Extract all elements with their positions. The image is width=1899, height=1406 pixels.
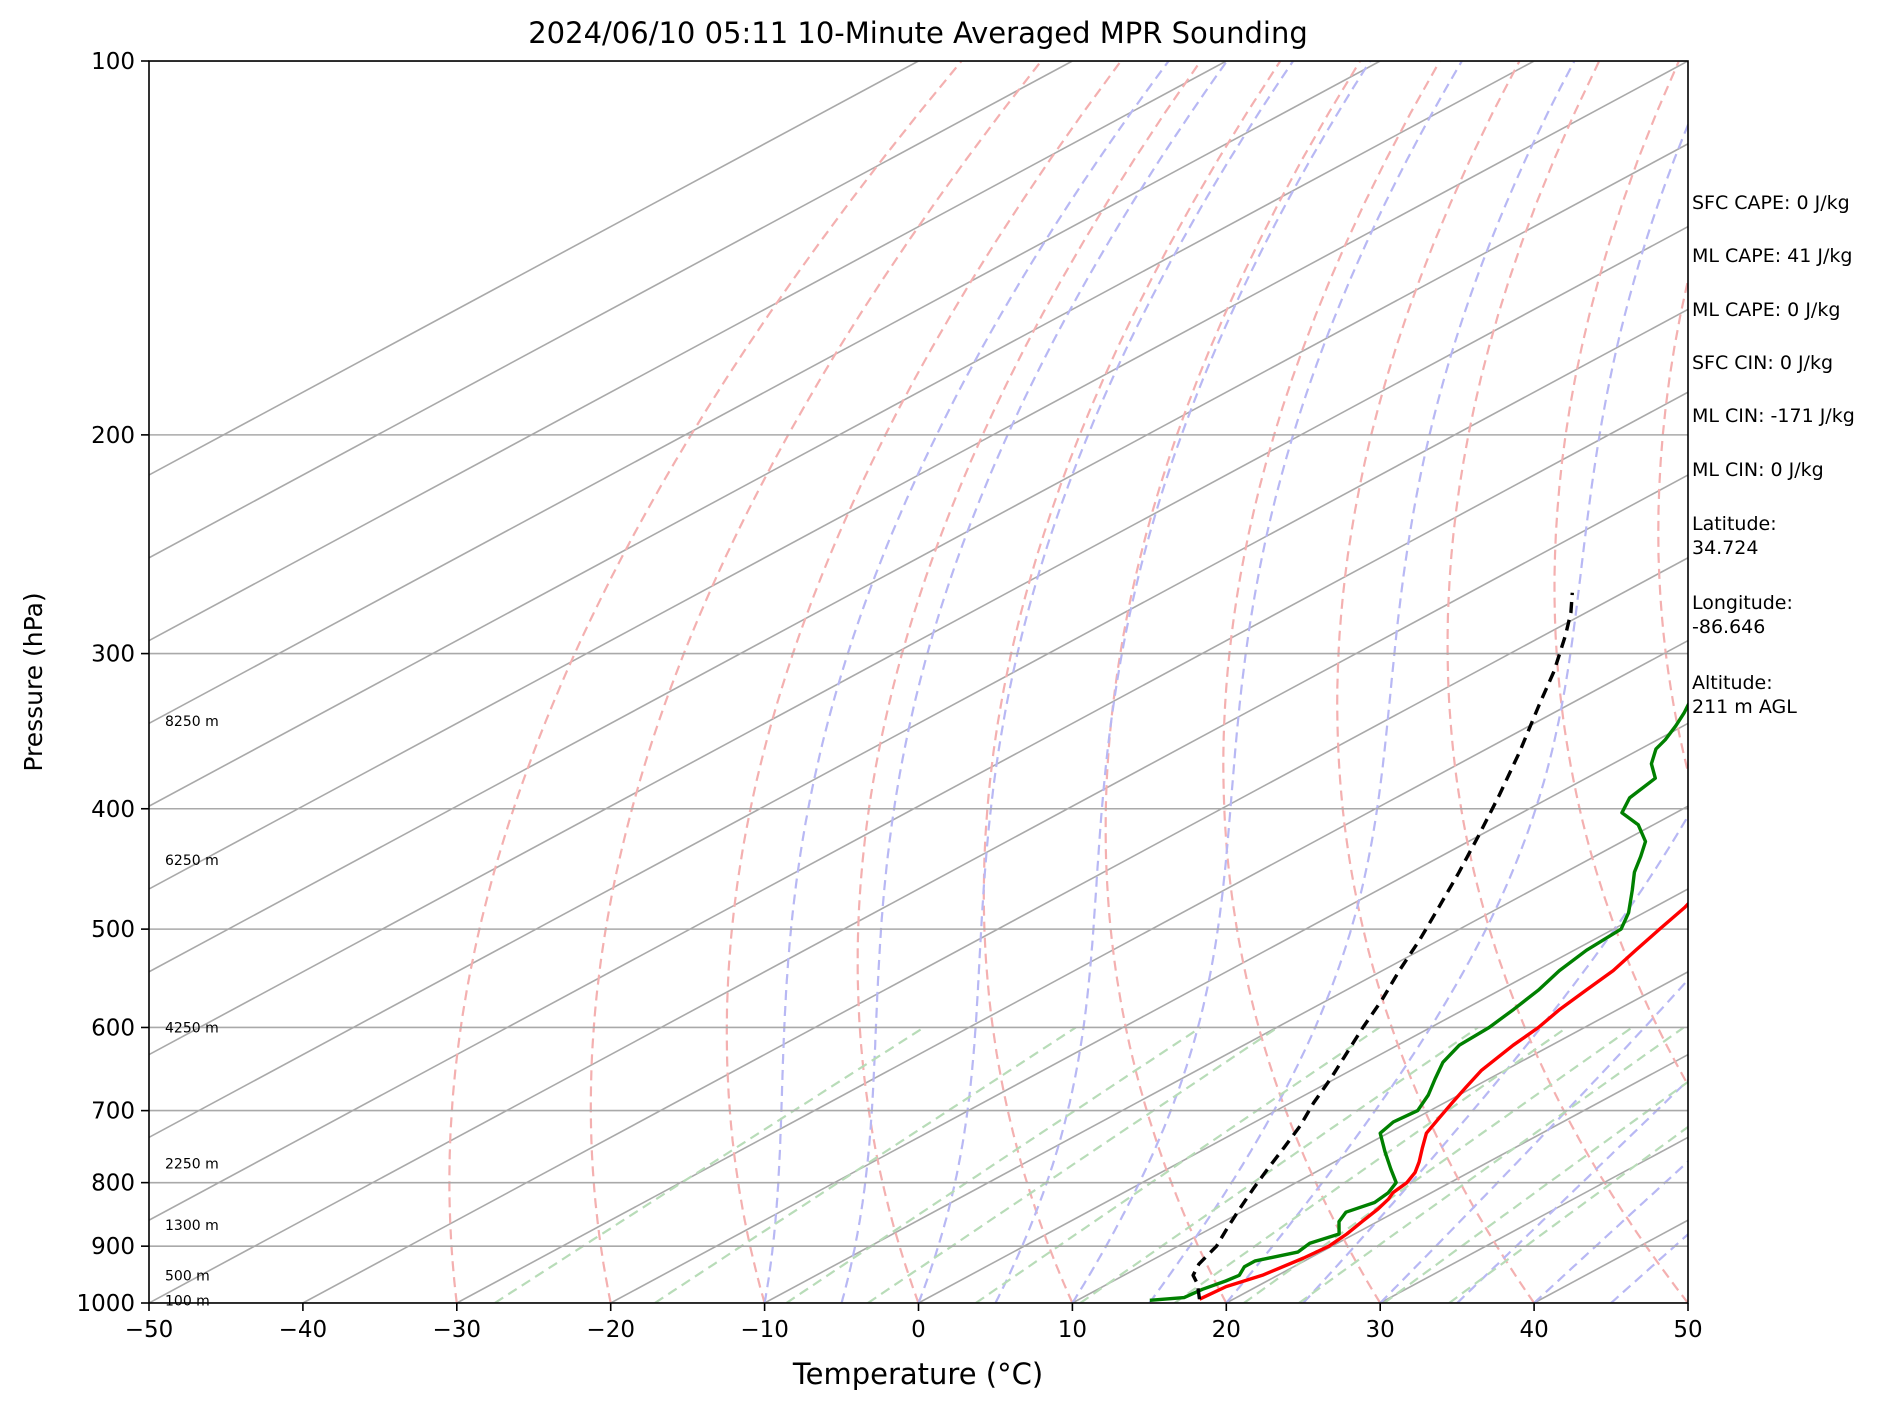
mixing-ratio-line <box>1298 1026 1685 1303</box>
height-label: 1300 m <box>165 1218 219 1234</box>
isotherm-line <box>149 61 1073 559</box>
stat-ml-cin: ML CIN: -171 J/kg <box>1692 405 1855 427</box>
dry-adiabat-line <box>856 61 1202 1303</box>
dry-adiabat-line <box>589 61 1043 1303</box>
x-tick-label: 50 <box>1673 1317 1702 1343</box>
moist-adiabat-line <box>994 61 1372 1303</box>
dry-adiabat-line <box>1857 61 1899 1303</box>
height-label: 8250 m <box>165 714 219 730</box>
dry-adiabat-line <box>1553 61 1688 1088</box>
y-tick-label: 300 <box>91 642 135 668</box>
isotherm-line <box>918 888 1688 1303</box>
parcel-line <box>1191 592 1574 1300</box>
stat-sfc-cape: SFC CAPE: 0 J/kg <box>1692 192 1850 214</box>
moist-adiabat-line <box>1302 814 1688 1303</box>
dry-adiabat-line <box>1657 275 1688 777</box>
dry-adiabat-line <box>1104 61 1362 1303</box>
x-tick-label: 20 <box>1212 1317 1241 1343</box>
mixing-ratio-line <box>494 1026 925 1303</box>
x-axis-ticks: −50 −40 −30 −20 −10 0 10 20 30 40 50 <box>125 1303 1703 1343</box>
isotherm-line <box>149 142 1688 973</box>
height-label: 6250 m <box>165 853 219 869</box>
stat-sfc-cin: SFC CIN: 0 J/kg <box>1692 352 1834 374</box>
moist-adiabat-line <box>763 61 1170 1303</box>
mixing-ratio-line <box>1243 1026 1633 1303</box>
profile-lines <box>1149 592 1688 1302</box>
isotherm-line <box>1225 1053 1688 1303</box>
y-tick-label: 900 <box>91 1234 135 1260</box>
y-tick-label: 800 <box>91 1171 135 1197</box>
x-tick-label: −30 <box>433 1317 482 1343</box>
moist-adiabat-line <box>917 61 1295 1303</box>
plot-background <box>149 61 1688 1303</box>
pressure-gridlines <box>149 61 1688 1303</box>
dewpoint-line <box>1149 701 1688 1302</box>
stat-ml-cin-2: ML CIN: 0 J/kg <box>1692 459 1824 481</box>
y-axis-ticks: 1000 900 800 700 600 500 400 300 200 100 <box>76 49 149 1317</box>
x-tick-label: −20 <box>586 1317 635 1343</box>
isotherm-line <box>149 61 1381 725</box>
dry-adiabat-line <box>1446 61 1688 1303</box>
y-tick-label: 100 <box>91 49 135 75</box>
x-tick-label: 40 <box>1519 1317 1548 1343</box>
isotherm-line <box>302 556 1688 1303</box>
stat-longitude: Longitude: -86.646 <box>1692 592 1793 638</box>
y-axis-label: Pressure (hPa) <box>19 592 48 771</box>
isotherm-line <box>149 61 919 476</box>
isotherm-line <box>149 61 1227 642</box>
x-tick-label: 0 <box>911 1317 926 1343</box>
y-tick-label: 500 <box>91 917 135 943</box>
y-tick-label: 400 <box>91 797 135 823</box>
isotherm-line <box>149 391 1688 1222</box>
dry-adiabat-line <box>1336 61 1536 1303</box>
height-label: 100 m <box>165 1293 210 1309</box>
moist-adiabat-line <box>1148 61 1576 1303</box>
isotherm-line <box>456 639 1688 1303</box>
temperature-line <box>1198 901 1688 1301</box>
stat-altitude: Altitude: 211 m AGL <box>1692 672 1797 718</box>
x-tick-label: −50 <box>125 1317 174 1343</box>
isotherm-line <box>149 225 1688 1056</box>
height-label: 2250 m <box>165 1156 219 1172</box>
isotherm-line <box>149 61 1535 808</box>
y-tick-label: 1000 <box>76 1291 135 1317</box>
y-tick-label: 200 <box>91 423 135 449</box>
chart-title: 2024/06/10 05:11 10-Minute Averaged MPR … <box>528 16 1308 50</box>
isotherm-line <box>610 722 1688 1303</box>
dry-adiabat-line <box>448 61 963 1303</box>
height-labels: 100 m 500 m 1300 m 2250 m 4250 m 6250 m 8250 m <box>165 714 219 1309</box>
x-tick-label: −10 <box>740 1317 789 1343</box>
moist-adiabat-line <box>1071 61 1463 1303</box>
isotherm-line <box>149 61 1688 890</box>
dry-adiabat-line <box>1222 61 1441 1303</box>
x-tick-label: 30 <box>1366 1317 1395 1343</box>
isotherm-line <box>149 308 1688 1139</box>
y-tick-label: 600 <box>91 1015 135 1041</box>
height-label: 4250 m <box>165 1020 219 1036</box>
isotherm-line <box>764 805 1688 1303</box>
mixing-ratio-line <box>1383 1080 1688 1303</box>
stat-ml-cape-2: ML CAPE: 0 J/kg <box>1692 299 1841 321</box>
y-tick-label: 700 <box>91 1099 135 1125</box>
x-tick-label: −40 <box>279 1317 328 1343</box>
moist-adiabat-line <box>840 61 1228 1303</box>
stat-ml-cape: ML CAPE: 41 J/kg <box>1692 245 1853 267</box>
x-tick-label: 10 <box>1058 1317 1087 1343</box>
isotherm-line <box>149 474 1688 1303</box>
stat-latitude: Latitude: 34.724 <box>1692 513 1777 559</box>
dry-adiabat-line <box>725 61 1122 1303</box>
moist-adiabat-line <box>1533 1160 1688 1303</box>
x-axis-label: Temperature (°C) <box>792 1357 1043 1391</box>
height-label: 500 m <box>165 1268 210 1284</box>
background-lines <box>149 61 1899 1303</box>
mixing-ratio-line <box>654 1026 1077 1303</box>
